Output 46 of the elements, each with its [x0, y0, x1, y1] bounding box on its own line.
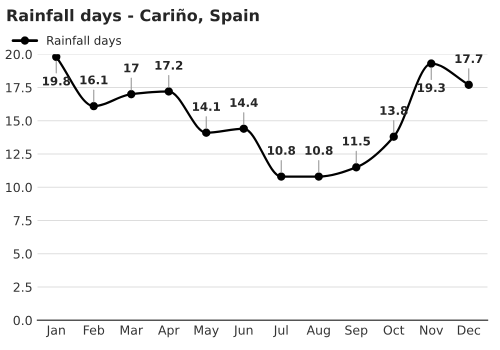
- data-label: 19.3: [418, 83, 445, 92]
- x-tick-label: Jan: [46, 325, 65, 338]
- data-label: 11.5: [343, 136, 370, 146]
- data-label: 19.8: [43, 76, 70, 86]
- x-tick-label: Jul: [273, 325, 288, 338]
- data-label: 14.1: [193, 102, 220, 111]
- x-tick-label: Feb: [84, 325, 104, 335]
- point: [390, 132, 398, 141]
- data-label: 10.8: [268, 146, 296, 155]
- data-label: 14.4: [230, 98, 258, 107]
- y-tick-label: 0.0: [14, 316, 32, 326]
- point: [240, 124, 248, 133]
- y-tick-label: 15.0: [6, 116, 32, 126]
- point: [352, 163, 360, 172]
- chart-title: Rainfall days - Cariño, Spain: [7, 8, 259, 25]
- y-tick-label: 10.0: [6, 182, 32, 192]
- x-tick-label: May: [194, 325, 219, 338]
- x-tick-label: Oct: [384, 325, 404, 335]
- point: [202, 128, 210, 137]
- y-tick-label: 7.5: [14, 216, 32, 226]
- point: [464, 80, 473, 90]
- point: [164, 87, 173, 96]
- y-tick-label: 17.5: [6, 83, 32, 92]
- data-label: 17.7: [456, 54, 482, 63]
- legend-label: Rainfall days: [47, 36, 122, 48]
- data-label: 17: [124, 64, 139, 72]
- x-tick-label: Jun: [233, 325, 252, 338]
- y-tick-label: 5.0: [14, 249, 32, 259]
- x-tick-label: Mar: [120, 325, 144, 335]
- x-tick-label: Apr: [158, 325, 180, 338]
- x-tick-label: Sep: [345, 325, 368, 338]
- y-tick-label: 20.0: [6, 50, 32, 60]
- y-tick-label: 12.5: [6, 149, 32, 159]
- point: [127, 90, 136, 98]
- y-tick-label: 2.5: [14, 282, 32, 292]
- x-tick-label: Nov: [420, 325, 444, 335]
- point: [314, 172, 323, 181]
- point: [90, 102, 98, 110]
- point: [277, 172, 286, 181]
- x-tick-label: Aug: [306, 325, 330, 338]
- x-tick-label: Dec: [458, 325, 480, 335]
- point: [427, 59, 436, 68]
- data-label: 17.2: [156, 60, 182, 70]
- data-label: 10.8: [306, 146, 333, 155]
- data-label: 16.1: [80, 75, 108, 84]
- point: [52, 54, 60, 62]
